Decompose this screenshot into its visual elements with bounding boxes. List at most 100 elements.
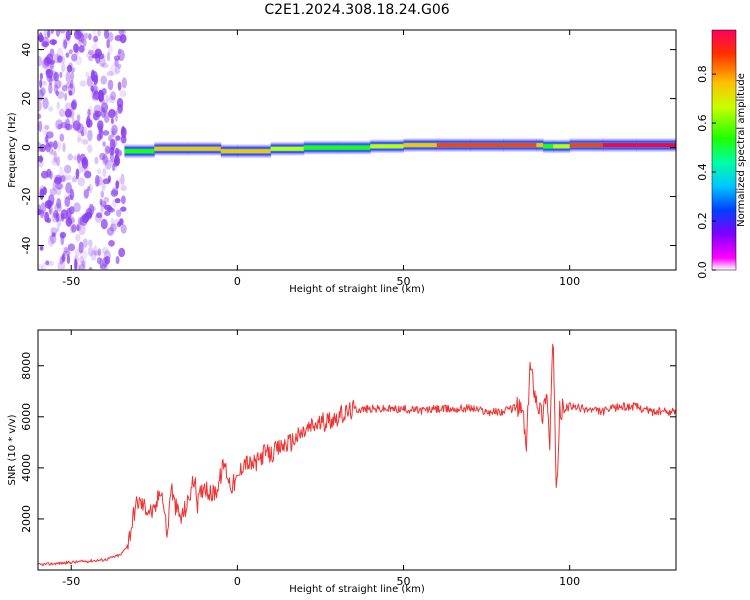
noise-speckle <box>43 56 51 67</box>
noise-speckle <box>77 134 81 143</box>
noise-speckle <box>45 142 51 153</box>
noise-speckle <box>55 90 59 96</box>
bottom-y-axis-label: SNR (10 * v/v) <box>7 414 18 485</box>
noise-speckle <box>88 239 93 248</box>
bottom-y-tick-label: 4000 <box>20 454 33 482</box>
page-title: C2E1.2024.308.18.24.G06 <box>264 2 450 18</box>
noise-speckle <box>86 119 93 128</box>
noise-speckle <box>50 30 54 35</box>
noise-speckle <box>66 254 71 265</box>
noise-speckle <box>67 153 73 161</box>
noise-speckle <box>117 49 125 62</box>
noise-speckle <box>90 250 97 261</box>
band-core <box>220 149 238 154</box>
band-core <box>370 144 404 149</box>
noise-speckle <box>110 117 114 125</box>
top-x-axis: -50 0 50 100 <box>62 30 580 288</box>
noise-speckle <box>115 180 120 190</box>
noise-speckle <box>88 183 93 194</box>
noise-speckle <box>115 135 121 141</box>
noise-speckle <box>56 226 60 233</box>
top-y-tick-label: 40 <box>20 43 33 57</box>
snr-panel: -50 0 50 100 2000 4000 6000 8000 Height of str… <box>7 329 677 595</box>
snr-frame <box>37 329 677 571</box>
noise-speckle <box>55 174 62 183</box>
noise-speckle <box>39 188 44 200</box>
top-x-tick-label: -50 <box>62 275 80 288</box>
noise-speckle <box>98 123 103 135</box>
noise-speckle <box>56 198 62 209</box>
noise-speckle <box>46 74 53 82</box>
noise-speckle <box>75 30 80 35</box>
noise-speckle <box>99 98 106 104</box>
noise-speckle <box>110 189 119 197</box>
noise-speckle <box>118 247 126 258</box>
noise-speckle <box>40 87 46 96</box>
noise-speckle <box>71 117 75 129</box>
noise-speckle <box>55 183 63 190</box>
noise-speckle <box>66 64 73 73</box>
noise-speckle <box>114 154 119 164</box>
band-core <box>543 144 554 149</box>
noise-speckle <box>71 53 78 62</box>
noise-speckle <box>93 35 99 43</box>
noise-speckle <box>101 62 109 69</box>
noise-speckle <box>77 177 86 187</box>
noise-speckle <box>102 156 110 164</box>
bottom-y-tick-label: 6000 <box>20 403 33 431</box>
noise-speckle <box>88 105 93 117</box>
bottom-y-tick-label: 2000 <box>20 505 33 533</box>
noise-speckle <box>80 249 88 260</box>
noise-speckle <box>74 258 78 270</box>
noise-speckle <box>38 120 43 132</box>
noise-speckle <box>111 145 118 154</box>
noise-speckle <box>68 49 73 55</box>
noise-speckle <box>114 59 119 68</box>
noise-speckle <box>71 224 77 233</box>
noise-speckle <box>120 173 125 186</box>
noise-speckle <box>54 79 62 89</box>
noise-speckle <box>49 188 57 196</box>
noise-speckle <box>102 130 110 136</box>
noise-speckle <box>81 260 85 267</box>
noise-speckle <box>56 219 62 228</box>
noise-speckle <box>38 113 42 120</box>
noise-speckle <box>119 90 127 97</box>
noise-speckle <box>40 209 44 216</box>
noise-speckle <box>119 34 127 44</box>
noise-speckle <box>53 140 58 150</box>
noise-speckle <box>107 32 114 42</box>
colorbar-gradient <box>711 29 737 271</box>
noise-speckle <box>104 159 112 170</box>
noise-speckle <box>41 80 47 86</box>
noise-speckle <box>56 101 60 110</box>
noise-speckle <box>100 190 105 198</box>
noise-speckle <box>121 77 127 89</box>
noise-speckle <box>114 151 122 158</box>
noise-speckle <box>65 182 72 194</box>
noise-speckle <box>52 39 56 46</box>
top-x-tick-label: 100 <box>559 275 580 288</box>
noise-speckle <box>79 153 86 163</box>
noise-speckle <box>120 135 127 144</box>
noise-speckle <box>38 34 44 43</box>
noise-speckle <box>96 212 103 219</box>
noise-speckle <box>60 175 66 183</box>
noise-speckle <box>120 224 127 234</box>
noise-speckle <box>94 156 99 165</box>
noise-speckle <box>80 130 85 137</box>
noise-speckle <box>88 49 94 56</box>
colorbar-tick-label: 0.2 <box>696 212 709 230</box>
noise-speckle <box>92 30 97 36</box>
noise-speckle <box>63 164 72 174</box>
band-core <box>270 146 305 151</box>
noise-speckle <box>64 92 68 101</box>
noise-speckle <box>49 206 54 216</box>
noise-speckle <box>61 84 68 92</box>
noise-speckle <box>99 128 104 140</box>
colorbar-tick-label: 0.4 <box>696 163 709 181</box>
colorbar-label: Normalized spectral amplitude <box>736 73 747 227</box>
signal-band <box>124 138 676 159</box>
noise-speckle <box>114 147 120 156</box>
band-core <box>602 143 637 148</box>
